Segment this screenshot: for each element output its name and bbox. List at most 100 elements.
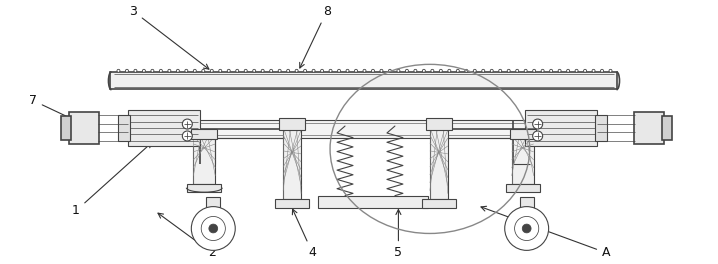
Circle shape [600, 69, 604, 72]
Text: 7: 7 [29, 94, 80, 122]
Bar [525, 110, 597, 146]
Bar [283, 124, 301, 199]
Circle shape [244, 69, 247, 72]
Circle shape [505, 207, 549, 250]
Circle shape [541, 69, 544, 72]
Bar [505, 184, 540, 192]
Circle shape [457, 69, 460, 72]
Circle shape [159, 69, 162, 72]
Circle shape [609, 69, 612, 72]
Bar [193, 134, 215, 184]
Bar [191, 129, 218, 139]
Text: A: A [481, 206, 610, 259]
Text: 3: 3 [129, 5, 209, 69]
Circle shape [431, 69, 434, 72]
Circle shape [202, 69, 205, 72]
Circle shape [210, 69, 213, 72]
Circle shape [134, 69, 137, 72]
Circle shape [191, 207, 236, 250]
Circle shape [439, 69, 442, 72]
Circle shape [168, 69, 171, 72]
Circle shape [278, 69, 281, 72]
Circle shape [465, 69, 468, 72]
Text: 5: 5 [394, 210, 402, 259]
Circle shape [320, 69, 324, 72]
Circle shape [550, 69, 553, 72]
Bar [422, 199, 456, 208]
Circle shape [295, 69, 298, 72]
Circle shape [286, 69, 289, 72]
Circle shape [515, 216, 538, 241]
Bar [510, 129, 536, 139]
Circle shape [584, 69, 587, 72]
Circle shape [524, 69, 527, 72]
Circle shape [355, 69, 358, 72]
Circle shape [261, 69, 264, 72]
Circle shape [499, 69, 502, 72]
Bar [187, 184, 221, 192]
Circle shape [490, 69, 493, 72]
Bar [111, 72, 617, 89]
Bar [129, 110, 200, 146]
Circle shape [270, 69, 273, 72]
Circle shape [397, 69, 400, 72]
Circle shape [126, 69, 129, 72]
Circle shape [575, 69, 578, 72]
Bar [60, 116, 70, 140]
Circle shape [522, 224, 531, 233]
Circle shape [219, 69, 222, 72]
Bar [68, 112, 98, 144]
Circle shape [422, 69, 425, 72]
Circle shape [516, 69, 518, 72]
Circle shape [533, 69, 536, 72]
Text: 2: 2 [158, 213, 216, 259]
Bar [635, 112, 664, 144]
Circle shape [228, 69, 230, 72]
Circle shape [533, 131, 543, 141]
Circle shape [448, 69, 451, 72]
Circle shape [346, 69, 349, 72]
Circle shape [253, 69, 256, 72]
Circle shape [236, 69, 238, 72]
Text: 4: 4 [292, 209, 317, 259]
Circle shape [406, 69, 409, 72]
Circle shape [473, 69, 476, 72]
Circle shape [193, 69, 196, 72]
Bar [149, 120, 574, 138]
Circle shape [533, 119, 543, 129]
Circle shape [388, 69, 391, 72]
Circle shape [329, 69, 332, 72]
Circle shape [182, 119, 192, 129]
Text: 1: 1 [72, 143, 151, 217]
Circle shape [558, 69, 561, 72]
Circle shape [337, 69, 340, 72]
Circle shape [507, 69, 510, 72]
Bar [663, 116, 672, 140]
Circle shape [201, 216, 225, 241]
Circle shape [380, 69, 383, 72]
Bar [279, 118, 305, 130]
Circle shape [371, 69, 375, 72]
Circle shape [567, 69, 569, 72]
Circle shape [177, 69, 180, 72]
Circle shape [304, 69, 307, 72]
Circle shape [363, 69, 366, 72]
Bar [206, 197, 220, 209]
Circle shape [151, 69, 154, 72]
Bar [430, 124, 448, 199]
Circle shape [592, 69, 595, 72]
Bar [520, 197, 533, 209]
Bar [426, 118, 452, 130]
Circle shape [142, 69, 146, 72]
Circle shape [482, 69, 485, 72]
Bar [512, 134, 533, 184]
Circle shape [209, 224, 218, 233]
Circle shape [185, 69, 188, 72]
Circle shape [414, 69, 417, 72]
Bar [275, 199, 309, 208]
Circle shape [117, 69, 120, 72]
Circle shape [312, 69, 315, 72]
Text: 8: 8 [299, 5, 331, 68]
Bar [318, 196, 428, 208]
Circle shape [182, 131, 192, 141]
